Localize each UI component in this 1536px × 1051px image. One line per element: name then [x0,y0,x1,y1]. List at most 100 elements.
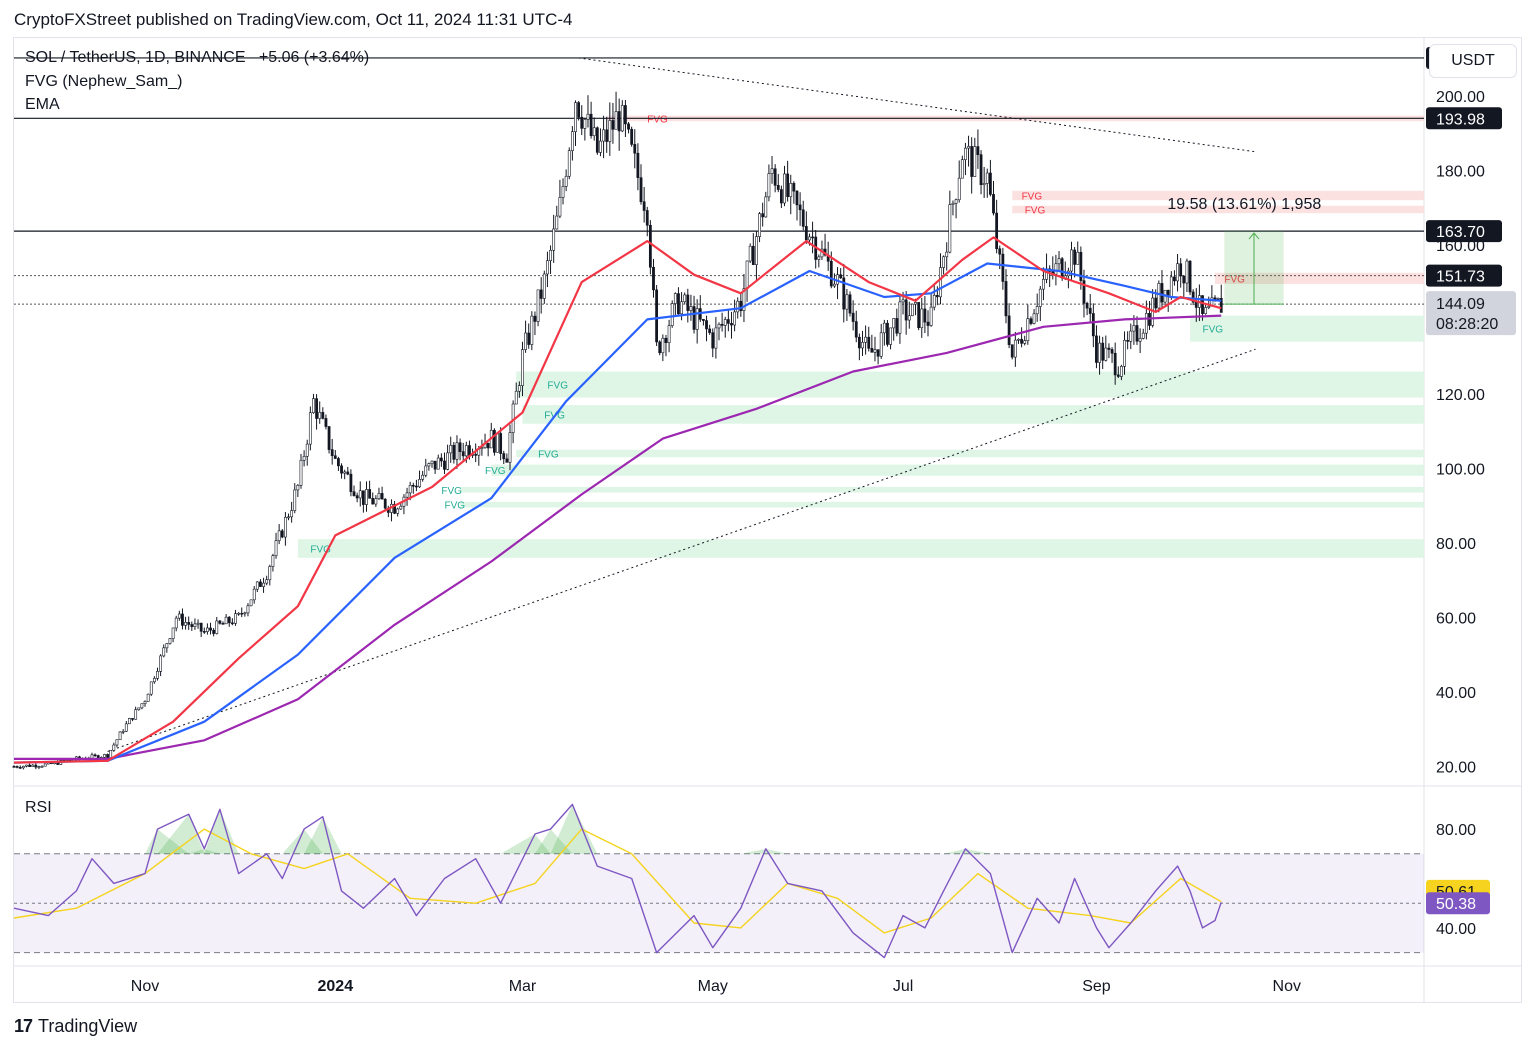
fvg-label: FVG [547,381,568,392]
candle-body [1144,313,1148,334]
candle-body [305,443,309,457]
candle-body [914,302,917,305]
candle-body [368,489,372,499]
legend-symbol-row[interactable]: SOL / TetherUS, 1D, BINANCE +5.06 (+3.64… [25,49,369,67]
candle-body [561,186,565,198]
candle-body [103,754,106,758]
currency-button[interactable]: USDT [1429,44,1517,78]
candle-body [592,127,596,137]
candle-body [221,623,225,625]
last-price-value: 144.09 [1436,296,1485,313]
candle-body [499,433,503,454]
rsi-overbought-fill [282,829,323,854]
candle-body [857,336,861,349]
candle-body [527,332,531,345]
candle-body [892,318,896,329]
candle-body [312,398,315,414]
candle-body [206,627,209,632]
candle-body [745,260,749,289]
candle-body [1032,313,1036,324]
rsi-value: 50.38 [1436,896,1476,913]
candle-body [128,718,131,725]
candle-body [514,390,518,405]
candle-body [998,248,1002,255]
candle-body [645,210,649,226]
candle-body [212,629,216,634]
rsi-tick-label: 40.00 [1436,921,1476,938]
chart-frame [13,37,1522,1003]
tradingview-logo[interactable]: 17 TradingView [14,1016,137,1037]
candle-body [1073,249,1077,265]
candle-body [252,588,256,601]
candle-body [365,489,368,505]
candle-body [636,152,640,178]
candle-body [109,749,113,758]
candle-body [140,703,144,709]
time-tick-label: Nov [131,978,159,995]
candle-body [1185,260,1189,284]
candle-body [854,321,858,338]
legend-indicator-ema[interactable]: EMA [25,96,60,113]
candle-body [399,505,403,510]
candle-body [770,168,774,174]
legend-indicator-fvg[interactable]: FVG (Nephew_Sam_) [25,73,183,90]
candle-body [552,228,556,251]
rsi-overbought-fill [188,848,220,854]
candle-body [505,458,509,463]
candle-body [1035,306,1039,315]
fvg-zone [460,487,1424,493]
candle-body [985,172,989,184]
candle-body [1098,342,1101,363]
candle-body [280,530,284,538]
candle-body [680,301,683,315]
candle-body [942,256,946,268]
candle-body [287,516,290,519]
fvg-label: FVG [1025,205,1046,216]
candle-body [886,322,889,345]
candle-body [181,613,184,626]
candle-body [988,172,992,195]
candle-body [1004,281,1008,317]
candle-body [25,764,28,767]
candle-body [720,323,724,326]
candle-body [124,723,128,732]
candle-body [833,283,836,287]
candle-body [517,385,521,392]
fvg-zone [516,371,1424,398]
candle-body [957,177,961,201]
candle-body [1017,338,1020,341]
candle-body [346,471,350,475]
candle-body [817,256,821,260]
candle-body [1194,301,1198,308]
candle-body [917,302,921,328]
candle-body [867,336,871,349]
rsi-legend[interactable]: RSI [25,799,52,816]
fvg-label: FVG [1203,325,1224,336]
fvg-zone [522,405,1424,424]
fvg-zone [1012,190,1424,201]
candle-body [624,105,627,125]
fvg-zone [1214,272,1424,284]
candle-body [627,123,630,130]
candle-body [1176,263,1179,282]
price-label-box [1426,264,1502,287]
candle-body [436,457,440,470]
candle-body [1169,276,1173,297]
candle-body [1076,251,1080,265]
candle-body [268,566,272,581]
candle-body [692,306,696,330]
candle-body [673,293,677,304]
rsi-ma-line [13,828,1222,934]
candle-body [798,204,802,211]
price-tick-label: 180.00 [1436,163,1485,180]
candle-body [1179,263,1183,277]
candle-body [599,140,602,153]
candle-body [570,131,574,151]
candle-body [1013,339,1017,358]
candle-body [736,300,740,313]
fvg-label: FVG [310,544,331,555]
candle-body [1057,258,1061,265]
candle-body [939,267,942,298]
candle-body [1207,306,1211,308]
